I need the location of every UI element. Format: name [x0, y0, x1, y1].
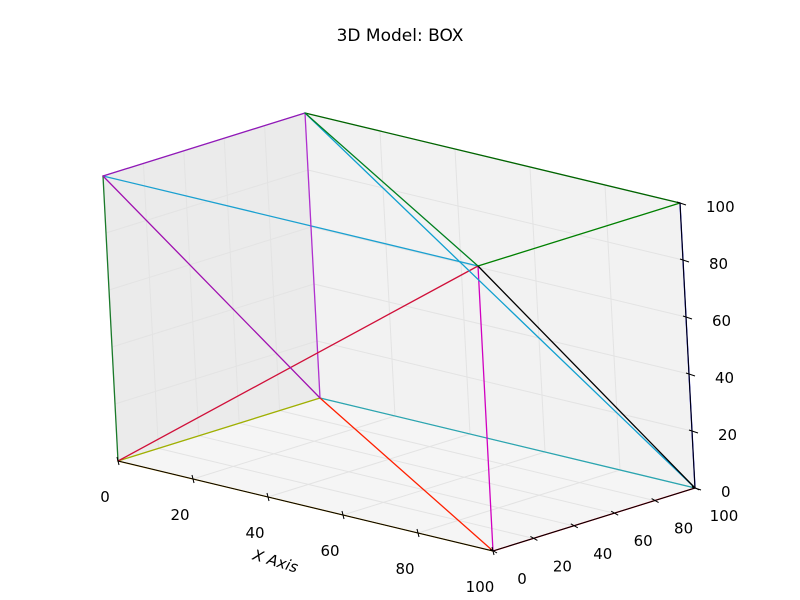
- y-axis-line: [492, 487, 696, 552]
- box-edge: [102, 175, 119, 462]
- x-tick-mark: [266, 492, 270, 502]
- z-tick-mark: [685, 372, 696, 377]
- grid-line-y-left: [183, 150, 200, 436]
- grid-line-y-floor: [158, 447, 534, 539]
- z-tick-mark: [688, 429, 699, 434]
- grid-line-x-floor: [342, 451, 546, 516]
- y-tick-mark: [651, 498, 659, 504]
- y-tick-mark: [570, 523, 579, 529]
- x-tick-label: 80: [395, 560, 414, 578]
- grid-line-y-left: [264, 125, 281, 411]
- y-tick-mark: [489, 548, 498, 554]
- z-tick-mark: [682, 315, 693, 320]
- box-edge: [102, 175, 321, 399]
- z-tick-mark: [679, 258, 690, 263]
- grid-lines: [102, 112, 696, 552]
- grid-line-x-back: [529, 166, 546, 453]
- y-tick-label: 60: [634, 532, 653, 550]
- z-tick-mark: [676, 201, 687, 206]
- box-edge: [304, 112, 321, 399]
- grid-line-z-back: [307, 169, 684, 261]
- y-tick-label: 100: [710, 507, 739, 525]
- box-edge: [117, 265, 479, 462]
- grid-line-z-back: [310, 226, 687, 318]
- z-tick-mark: [691, 486, 702, 491]
- box-edge: [117, 397, 321, 462]
- y-tick-mark: [610, 510, 619, 516]
- y-tick-label: 20: [553, 557, 572, 575]
- z-axis-line: [679, 202, 696, 489]
- z-tick-label: 0: [721, 483, 731, 501]
- x-axis-label: X Axis: [250, 546, 301, 577]
- box-edge: [304, 112, 479, 267]
- axis-lines: [117, 202, 696, 552]
- grid-line-z-left: [108, 226, 312, 291]
- z-tick-label: 60: [712, 312, 731, 330]
- x-tick-mark: [116, 456, 120, 466]
- grid-line-z-left: [111, 283, 315, 348]
- x-tick-label: 60: [320, 542, 339, 560]
- z-tick-label: 80: [709, 255, 728, 273]
- x-tick-label: 20: [170, 506, 189, 524]
- grid-line-y-floor: [279, 410, 655, 502]
- box-edge: [319, 397, 696, 489]
- y-tick-label: 80: [674, 520, 693, 538]
- grid-line-x-back: [604, 184, 621, 471]
- x-tick-mark: [341, 510, 345, 520]
- box-edge: [477, 265, 696, 489]
- box-edge: [304, 112, 696, 489]
- grid-line-y-floor: [198, 435, 574, 527]
- z-tick-label: 20: [718, 426, 737, 444]
- grid-line-x-back: [454, 148, 471, 435]
- y-tick-mark: [530, 535, 538, 541]
- z-tick-label: 100: [706, 198, 735, 216]
- tick-marks-and-labels: 0 20 40 60 80 100 0 20 40 60 80 100 0 20 40 60 80 100: [100, 198, 738, 596]
- x-axis-line: [117, 460, 494, 552]
- grid-line-z-left: [114, 340, 318, 405]
- grid-line-x-floor: [417, 469, 621, 534]
- grid-line-x-floor: [267, 433, 471, 498]
- axes-panes: [102, 112, 697, 552]
- y-tick-label: 40: [593, 545, 612, 563]
- x-tick-label: 100: [466, 578, 495, 596]
- x-tick-label: 40: [245, 524, 264, 542]
- z-tick-label: 40: [715, 369, 734, 387]
- grid-line-x-floor: [192, 415, 396, 480]
- chart-title: 3D Model: BOX: [337, 26, 464, 46]
- box-edge: [477, 265, 494, 552]
- grid-line-y-left: [142, 163, 159, 449]
- grid-line-x-back: [379, 130, 396, 417]
- x-tick-mark: [416, 528, 420, 538]
- grid-line-y-left: [223, 138, 240, 424]
- box-edge: [102, 112, 306, 177]
- y-tick-label: 0: [517, 570, 527, 588]
- grid-line-z-back: [316, 340, 693, 432]
- box-edge: [304, 112, 681, 204]
- box-edge: [477, 202, 681, 267]
- box-edge: [319, 397, 494, 552]
- x-tick-mark: [191, 474, 195, 484]
- grid-line-z-back: [313, 283, 690, 375]
- grid-line-y-floor: [239, 422, 615, 514]
- x-tick-label: 0: [100, 488, 110, 506]
- box-edge: [102, 175, 479, 267]
